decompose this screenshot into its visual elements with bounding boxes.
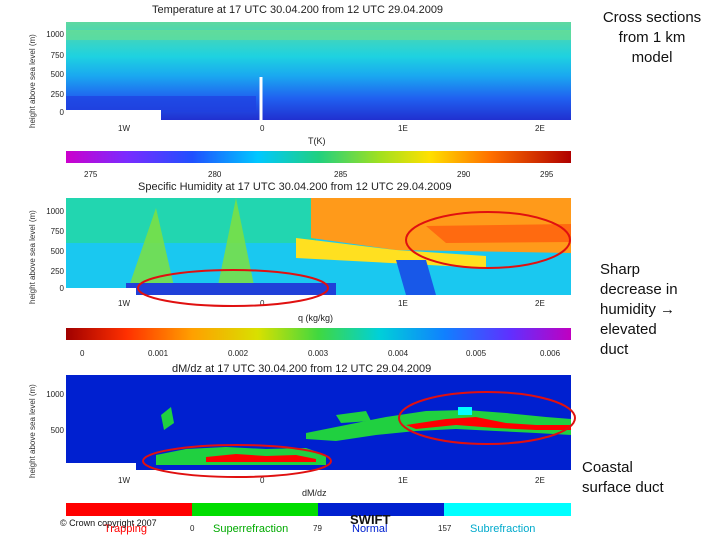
- temperature-cold-layer: [66, 96, 256, 112]
- humidity-ytick: 0: [59, 284, 64, 293]
- refractivity-cbtick: 79: [313, 524, 322, 533]
- humidity-low-dry-plume: [396, 260, 436, 295]
- colorbar-subrefraction: [444, 503, 571, 516]
- refractivity-title: dM/dz at 17 UTC 30.04.200 from 12 UTC 29…: [172, 363, 432, 375]
- colorbar-normal: [318, 503, 444, 516]
- refractivity-ytick: 500: [50, 426, 64, 435]
- humidity-colorbar-fill: [66, 328, 571, 340]
- colorbar-trapping: [66, 503, 192, 516]
- swift-logo: SWIFT: [350, 512, 391, 527]
- temperature-xtick: 0: [260, 124, 265, 133]
- colorbar-superrefraction: [192, 503, 318, 516]
- temperature-ytick: 250: [50, 90, 64, 99]
- humidity-upper-dry: [66, 198, 316, 243]
- humidity-xtick: 2E: [535, 299, 545, 308]
- highlight-humidity-elevated: [405, 211, 571, 269]
- refractivity-cbtick: 157: [438, 524, 452, 533]
- temperature-xtick: 1W: [118, 124, 130, 133]
- humidity-ytick: 500: [50, 247, 64, 256]
- temperature-cbtick: 285: [334, 170, 348, 179]
- humidity-xtick: 1E: [398, 299, 408, 308]
- refractivity-surface-duct-red: [206, 454, 316, 462]
- refractivity-xlabel: dM/dz: [302, 488, 327, 498]
- temperature-cbtick: 275: [84, 170, 98, 179]
- humidity-colorbar: [66, 328, 571, 340]
- humidity-xtick: 1W: [118, 299, 130, 308]
- humidity-title: Specific Humidity at 17 UTC 30.04.200 fr…: [138, 181, 452, 193]
- highlight-humidity-surface: [137, 269, 329, 307]
- temperature-cbtick: 295: [540, 170, 554, 179]
- refractivity-xtick: 2E: [535, 476, 545, 485]
- refractivity-xtick: 0: [260, 476, 265, 485]
- highlight-refractivity-elevated: [398, 391, 576, 445]
- humidity-surface-layer: [126, 283, 336, 295]
- note-surface-duct: Coastal surface duct: [582, 459, 664, 496]
- copyright-text: © Crown copyright 2007: [60, 518, 157, 528]
- temperature-ytick: 500: [50, 70, 64, 79]
- refractivity-ytick: 1000: [46, 390, 64, 399]
- refractivity-terrain: [66, 463, 136, 470]
- refractivity-colorbar: [66, 503, 571, 516]
- humidity-cbtick: 0.004: [388, 349, 409, 358]
- temperature-warm-band: [66, 30, 571, 40]
- temperature-ytick: 0: [59, 108, 64, 117]
- refractivity-xtick: 1W: [118, 476, 130, 485]
- humidity-ytick: 1000: [46, 207, 64, 216]
- temperature-ytick: 1000: [46, 30, 64, 39]
- category-subrefraction: Subrefraction: [470, 523, 536, 535]
- temperature-xtick: 2E: [535, 124, 545, 133]
- refractivity-xtick: 1E: [398, 476, 408, 485]
- temperature-cbtick: 280: [208, 170, 222, 179]
- humidity-ytick: 750: [50, 227, 64, 236]
- humidity-terrain: [66, 288, 136, 295]
- temperature-cbtick: 290: [457, 170, 471, 179]
- highlight-refractivity-surface: [142, 444, 332, 478]
- humidity-cbtick: 0.001: [148, 349, 169, 358]
- temperature-terrain: [66, 110, 161, 120]
- humidity-orange-core: [426, 224, 571, 243]
- temperature-colorbar: [66, 151, 571, 163]
- temperature-title: Temperature at 17 UTC 30.04.200 from 12 …: [152, 4, 444, 16]
- category-superrefraction: Superrefraction: [213, 523, 289, 535]
- refractivity-elevated-duct-red: [406, 417, 571, 430]
- humidity-ytick: 250: [50, 267, 64, 276]
- refractivity-subrefraction-patch: [458, 407, 472, 415]
- humidity-xtick: 0: [260, 299, 265, 308]
- humidity-cbtick: 0.005: [466, 349, 487, 358]
- refractivity-cbtick: 0: [190, 524, 195, 533]
- note-elevated-duct: Sharp decrease in humidity → elevated du…: [600, 261, 678, 358]
- temperature-colorbar-fill: [66, 151, 571, 163]
- temperature-xtick: 1E: [398, 124, 408, 133]
- humidity-cbtick: 0.003: [308, 349, 329, 358]
- category-trapping: Trapping: [104, 523, 148, 535]
- humidity-cbtick: 0: [80, 349, 85, 358]
- humidity-yellow-edge: [296, 238, 486, 268]
- temperature-xlabel: T(K): [308, 136, 326, 146]
- humidity-xlabel: q (kg/kg): [298, 313, 334, 323]
- note-cross-sections: Cross sections from 1 km model: [602, 9, 702, 66]
- temperature-plot: [66, 22, 571, 120]
- humidity-cbtick: 0.002: [228, 349, 249, 358]
- humidity-cbtick: 0.006: [540, 349, 561, 358]
- category-normal: Normal: [352, 523, 388, 535]
- temperature-ytick: 750: [50, 51, 64, 60]
